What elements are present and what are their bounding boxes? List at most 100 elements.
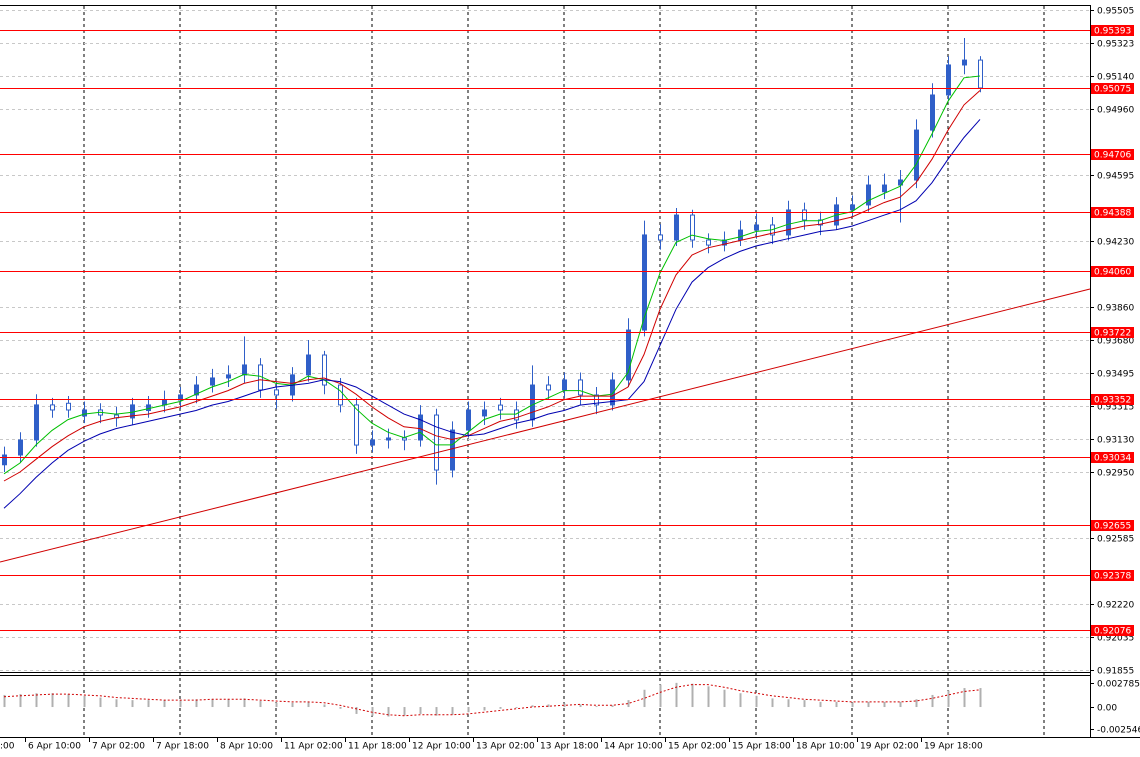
candle-body [690, 214, 695, 241]
y-tick-label: -0.002546 [1097, 726, 1140, 736]
trend-line [0, 288, 1091, 563]
candle-body [882, 184, 887, 193]
candle-body [322, 354, 327, 386]
y-tick-label: 0.93680 [1097, 337, 1134, 347]
candle-body [738, 229, 743, 241]
x-tick-label: 15 Apr 18:00 [732, 742, 791, 752]
candle-body [754, 224, 759, 231]
level-label-bg [1091, 452, 1134, 463]
level-label-bg [1091, 570, 1134, 581]
candle-body [82, 409, 87, 417]
x-tick-label: 8 Apr 10:00 [220, 742, 273, 752]
candle-body [930, 94, 935, 131]
candle-body [34, 404, 39, 441]
candle-body [482, 409, 487, 417]
candle-body [386, 437, 391, 441]
x-tick-label: 11 Apr 18:00 [348, 742, 407, 752]
x-tick-label: 18 Apr 10:00 [796, 742, 855, 752]
y-tick-label: 0.00 [1097, 704, 1117, 714]
y-tick-label: 0.93860 [1097, 304, 1134, 314]
level-label: 0.94388 [1094, 209, 1131, 219]
candle-body [802, 209, 807, 221]
candle-body [178, 394, 183, 401]
x-tick-label: 12 Apr 10:00 [412, 742, 471, 752]
y-tick-label: 0.92035 [1097, 634, 1134, 644]
candle-body [242, 364, 247, 376]
candle-body [146, 404, 151, 412]
level-label-bg [1091, 625, 1134, 636]
candle-body [962, 59, 967, 66]
candle-body [402, 437, 407, 441]
y-tick-label: 0.95323 [1097, 40, 1134, 50]
y-tick-label: 0.94230 [1097, 238, 1134, 248]
y-tick-label: 0.91855 [1097, 667, 1134, 677]
signal-line [3, 684, 981, 717]
candle-body [418, 414, 423, 441]
y-tick-label: 0.94595 [1097, 172, 1134, 182]
level-label-bg [1091, 394, 1134, 405]
x-tick-label: 11 Apr 02:00 [284, 742, 343, 752]
y-tick-label: 0.92220 [1097, 601, 1134, 611]
x-tick-label: 14 Apr 10:00 [604, 742, 663, 752]
level-label-bg [1091, 149, 1134, 160]
y-tick-label: 0.92950 [1097, 469, 1134, 479]
labels: 0.95505 0.95323 0.95140 0.94960 0.94595 0.942… [0, 7, 1140, 752]
candle-body [226, 374, 231, 379]
candle-body [626, 329, 631, 381]
candle-body [946, 64, 951, 96]
moving-average [3, 75, 981, 475]
level-label: 0.95393 [1094, 27, 1131, 37]
candle-body [514, 409, 519, 421]
candle-body [850, 204, 855, 211]
level-label: 0.95075 [1094, 85, 1131, 95]
candle-body [466, 409, 471, 431]
x-tick-label: 7 Apr 02:00 [92, 742, 145, 752]
y-tick-label: 0.94960 [1097, 106, 1134, 116]
y-tick-label: 0.93130 [1097, 436, 1134, 446]
level-label-bg [1091, 266, 1134, 277]
candle-body [50, 404, 55, 411]
candle-body [706, 239, 711, 246]
level-label-bg [1091, 25, 1134, 36]
candle-body [818, 219, 823, 226]
candle-body [914, 129, 919, 181]
candle-body [530, 384, 535, 421]
candle-body [194, 384, 199, 396]
candle-body [674, 214, 679, 241]
level-label: 0.93352 [1094, 396, 1131, 406]
x-tick-label: :00 [0, 742, 15, 752]
candle-body [210, 377, 215, 386]
candle-body [274, 389, 279, 396]
candle-body [978, 59, 983, 89]
y-tick-label: 0.92585 [1097, 535, 1134, 545]
level-label: 0.94706 [1094, 151, 1131, 161]
candle-body [450, 429, 455, 471]
level-label-bg [1091, 520, 1134, 531]
x-tick-label: 7 Apr 18:00 [156, 742, 209, 752]
level-label-bg [1091, 83, 1134, 94]
level-label: 0.94060 [1094, 268, 1131, 278]
candle-body [498, 404, 503, 411]
candle-body [578, 379, 583, 396]
candle-body [786, 209, 791, 236]
candle-body [370, 439, 375, 446]
level-label: 0.93722 [1094, 329, 1131, 339]
level-label: 0.92378 [1094, 572, 1131, 582]
level-label-bg [1091, 327, 1134, 338]
candle-body [306, 354, 311, 376]
y-tick-label: 0.95505 [1097, 7, 1134, 17]
y-tick-label: 0.002785 [1097, 680, 1140, 690]
frame [0, 5, 1140, 738]
candle-body [562, 379, 567, 391]
x-tick-label: 15 Apr 02:00 [668, 742, 727, 752]
candle-body [66, 402, 71, 411]
level-label: 0.92076 [1094, 627, 1131, 637]
candle-body [866, 184, 871, 206]
candle-body [610, 379, 615, 406]
level-label-bg [1091, 207, 1134, 218]
moving-average [3, 90, 981, 482]
time-grid [83, 6, 1045, 737]
